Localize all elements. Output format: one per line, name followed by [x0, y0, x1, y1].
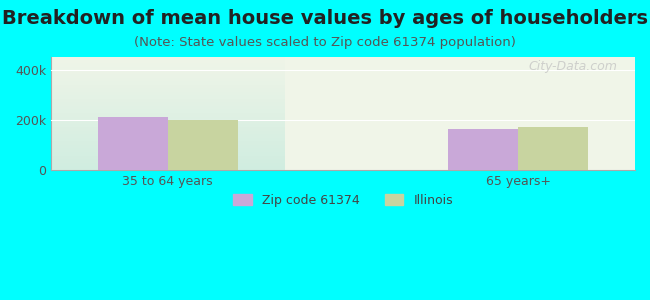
Bar: [448, 130, 518, 170]
Bar: [518, 128, 588, 170]
Bar: [168, 120, 238, 170]
Text: (Note: State values scaled to Zip code 61374 population): (Note: State values scaled to Zip code 6…: [134, 36, 516, 49]
Text: Breakdown of mean house values by ages of householders: Breakdown of mean house values by ages o…: [2, 9, 648, 28]
Bar: [98, 117, 168, 170]
Legend: Zip code 61374, Illinois: Zip code 61374, Illinois: [228, 188, 458, 212]
Text: City-Data.com: City-Data.com: [528, 60, 618, 74]
